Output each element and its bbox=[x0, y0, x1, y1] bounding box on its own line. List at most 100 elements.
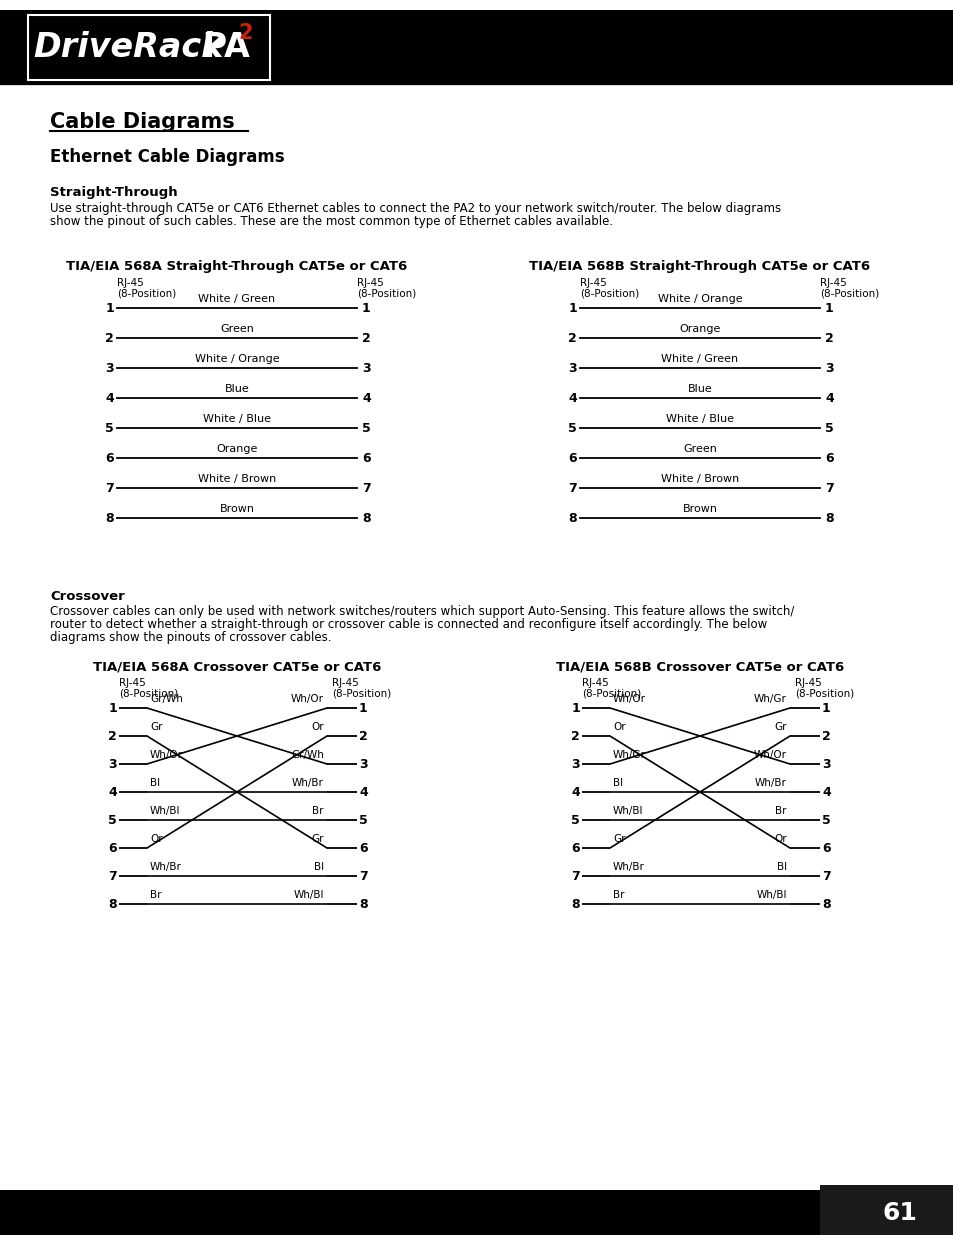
Text: Brown: Brown bbox=[219, 504, 254, 514]
Text: 1: 1 bbox=[361, 301, 371, 315]
Text: Ethernet Cable Diagrams: Ethernet Cable Diagrams bbox=[50, 148, 284, 165]
Text: Br: Br bbox=[613, 890, 624, 900]
Text: 4: 4 bbox=[568, 391, 577, 405]
Text: (8-Position): (8-Position) bbox=[820, 289, 879, 299]
Bar bbox=[28, 15, 270, 80]
Text: 3: 3 bbox=[358, 757, 367, 771]
Text: 7: 7 bbox=[105, 482, 113, 494]
Text: 8: 8 bbox=[821, 898, 830, 910]
Text: 4: 4 bbox=[824, 391, 833, 405]
Text: router to detect whether a straight-through or crossover cable is connected and : router to detect whether a straight-thro… bbox=[50, 618, 766, 631]
Text: Gr: Gr bbox=[150, 722, 162, 732]
Text: 6: 6 bbox=[358, 841, 367, 855]
Text: (8-Position): (8-Position) bbox=[581, 689, 640, 699]
Text: Green: Green bbox=[682, 445, 717, 454]
Text: Wh/Bl: Wh/Bl bbox=[613, 806, 643, 816]
Text: RJ-45: RJ-45 bbox=[332, 678, 358, 688]
Text: 7: 7 bbox=[108, 869, 117, 883]
Text: Br: Br bbox=[775, 806, 786, 816]
Text: TIA/EIA 568A Straight-Through CAT5e or CAT6: TIA/EIA 568A Straight-Through CAT5e or C… bbox=[67, 261, 407, 273]
Text: White / Blue: White / Blue bbox=[203, 414, 271, 424]
Text: RJ-45: RJ-45 bbox=[579, 278, 606, 288]
Text: Or: Or bbox=[150, 834, 162, 844]
Text: 7: 7 bbox=[821, 869, 830, 883]
Bar bbox=[820, 1186, 953, 1235]
Text: 2: 2 bbox=[821, 730, 830, 742]
Text: Gr: Gr bbox=[312, 834, 324, 844]
Text: 5: 5 bbox=[358, 814, 367, 826]
Text: 2: 2 bbox=[571, 730, 579, 742]
Text: Wh/Br: Wh/Br bbox=[292, 778, 324, 788]
Text: 1: 1 bbox=[571, 701, 579, 715]
Text: 3: 3 bbox=[109, 757, 117, 771]
Text: White / Orange: White / Orange bbox=[657, 294, 741, 304]
Text: 8: 8 bbox=[361, 511, 370, 525]
Text: Wh/Or: Wh/Or bbox=[613, 694, 645, 704]
Text: 8: 8 bbox=[568, 511, 577, 525]
Text: 6: 6 bbox=[361, 452, 370, 464]
Text: Wh/Br: Wh/Br bbox=[613, 862, 644, 872]
Text: 4: 4 bbox=[571, 785, 579, 799]
Text: 1: 1 bbox=[108, 701, 117, 715]
Text: 6: 6 bbox=[568, 452, 577, 464]
Text: Blue: Blue bbox=[687, 384, 712, 394]
Text: White / Green: White / Green bbox=[198, 294, 275, 304]
Text: 2: 2 bbox=[824, 331, 833, 345]
Text: 8: 8 bbox=[105, 511, 113, 525]
Text: (8-Position): (8-Position) bbox=[356, 289, 416, 299]
Text: Wh/Br: Wh/Br bbox=[150, 862, 182, 872]
Text: TIA/EIA 568B Straight-Through CAT5e or CAT6: TIA/EIA 568B Straight-Through CAT5e or C… bbox=[529, 261, 870, 273]
Text: 5: 5 bbox=[571, 814, 579, 826]
Text: Wh/Bl: Wh/Bl bbox=[294, 890, 324, 900]
Text: 8: 8 bbox=[358, 898, 367, 910]
Text: 3: 3 bbox=[361, 362, 370, 374]
Text: Or: Or bbox=[613, 722, 625, 732]
Text: 3: 3 bbox=[824, 362, 833, 374]
Text: Bl: Bl bbox=[314, 862, 324, 872]
Text: Wh/Or: Wh/Or bbox=[291, 694, 324, 704]
Text: 3: 3 bbox=[105, 362, 113, 374]
Text: 4: 4 bbox=[358, 785, 367, 799]
Text: Brown: Brown bbox=[681, 504, 717, 514]
Text: 61: 61 bbox=[882, 1200, 917, 1224]
Text: (8-Position): (8-Position) bbox=[117, 289, 176, 299]
Text: Bl: Bl bbox=[613, 778, 622, 788]
Text: 3: 3 bbox=[571, 757, 579, 771]
Text: Br: Br bbox=[313, 806, 324, 816]
Bar bbox=[0, 10, 953, 85]
Text: Wh/Bl: Wh/Bl bbox=[756, 890, 786, 900]
Text: 4: 4 bbox=[821, 785, 830, 799]
Text: 7: 7 bbox=[571, 869, 579, 883]
Text: Wh/Or: Wh/Or bbox=[753, 750, 786, 760]
Text: 2: 2 bbox=[358, 730, 367, 742]
Text: 5: 5 bbox=[824, 421, 833, 435]
Text: 4: 4 bbox=[361, 391, 371, 405]
Text: Wh/Br: Wh/Br bbox=[755, 778, 786, 788]
Text: 7: 7 bbox=[358, 869, 367, 883]
Text: 2: 2 bbox=[361, 331, 371, 345]
Text: diagrams show the pinouts of crossover cables.: diagrams show the pinouts of crossover c… bbox=[50, 631, 331, 643]
Text: 1: 1 bbox=[568, 301, 577, 315]
Text: Orange: Orange bbox=[216, 445, 257, 454]
Text: Cable Diagrams: Cable Diagrams bbox=[50, 112, 234, 132]
Text: 8: 8 bbox=[109, 898, 117, 910]
Text: Gr: Gr bbox=[774, 722, 786, 732]
Text: Or: Or bbox=[774, 834, 786, 844]
Text: 8: 8 bbox=[824, 511, 833, 525]
Text: Wh/Bl: Wh/Bl bbox=[150, 806, 180, 816]
Text: 5: 5 bbox=[821, 814, 830, 826]
Text: 2: 2 bbox=[568, 331, 577, 345]
Text: Crossover cables can only be used with network switches/routers which support Au: Crossover cables can only be used with n… bbox=[50, 605, 794, 618]
Text: RJ-45: RJ-45 bbox=[820, 278, 846, 288]
Text: White / Brown: White / Brown bbox=[197, 474, 275, 484]
Text: 2: 2 bbox=[237, 23, 253, 43]
Text: Green: Green bbox=[220, 324, 253, 333]
Text: Crossover: Crossover bbox=[50, 590, 125, 603]
Text: TIA/EIA 568A Crossover CAT5e or CAT6: TIA/EIA 568A Crossover CAT5e or CAT6 bbox=[92, 659, 381, 673]
Text: 5: 5 bbox=[361, 421, 371, 435]
Text: RJ-45: RJ-45 bbox=[356, 278, 383, 288]
Text: Straight-Through: Straight-Through bbox=[50, 186, 177, 199]
Text: RJ-45: RJ-45 bbox=[117, 278, 144, 288]
Text: 2: 2 bbox=[108, 730, 117, 742]
Text: Wh/Or: Wh/Or bbox=[150, 750, 183, 760]
